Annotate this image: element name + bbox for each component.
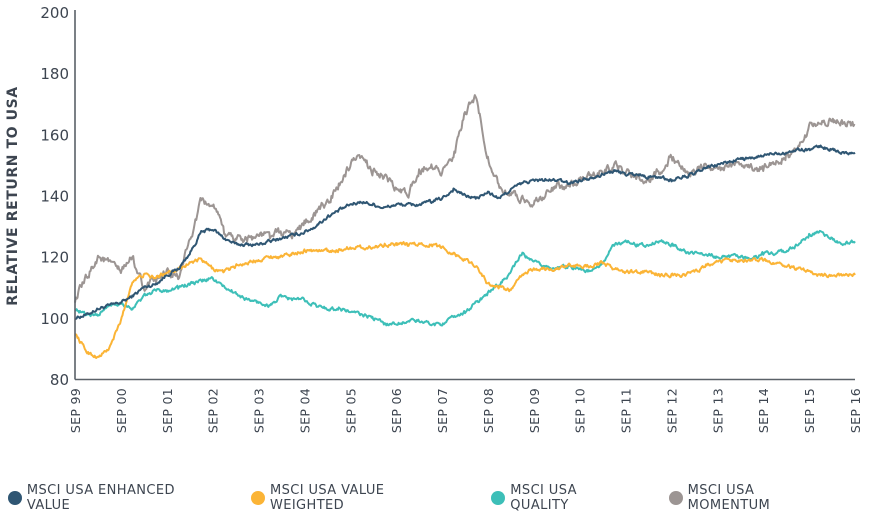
plot-lines	[74, 94, 856, 359]
legend-swatch-icon	[251, 491, 265, 505]
x-tick-label: SEP 15	[802, 388, 817, 433]
y-tick-label: 80	[50, 371, 69, 389]
legend-label: MSCI USA ENHANCED VALUE	[26, 483, 175, 513]
y-tick-labels: 80 100 120 140 160 180 200	[40, 4, 69, 389]
x-tick-label: SEP 16	[848, 388, 863, 433]
legend-swatch-icon	[8, 491, 22, 505]
x-tick-label: SEP 05	[343, 388, 358, 433]
y-tick-label: 160	[40, 126, 69, 144]
legend: MSCI USA ENHANCED VALUE MSCI USA VALUE WE…	[8, 483, 870, 513]
x-tick-label: SEP 06	[389, 388, 404, 433]
series-line-msci-usa-value-weighted	[74, 241, 856, 359]
x-tick-label: SEP 14	[756, 388, 771, 433]
series-line-msci-usa-momentum	[74, 94, 856, 303]
x-tick-label: SEP 09	[527, 388, 542, 433]
legend-item: MSCI USA MOMENTUM	[668, 483, 840, 513]
legend-label: MSCI USA VALUE WEIGHTED	[269, 483, 385, 513]
x-tick-label: SEP 01	[160, 388, 175, 433]
y-tick-label: 100	[40, 310, 69, 328]
series-line-msci-usa-quality	[74, 229, 856, 327]
x-tick-label: SEP 11	[619, 388, 634, 433]
y-tick-label: 120	[40, 249, 69, 267]
x-tick-label: SEP 00	[114, 388, 129, 433]
legend-item: MSCI USA QUALITY	[491, 483, 638, 513]
legend-item: MSCI USA ENHANCED VALUE	[8, 483, 221, 513]
y-tick-label: 140	[40, 188, 69, 206]
x-tick-label: SEP 08	[481, 388, 496, 433]
x-tick-label: SEP 99	[68, 388, 83, 433]
legend-swatch-icon	[491, 491, 506, 505]
legend-item: MSCI USA VALUE WEIGHTED	[251, 483, 461, 513]
x-tick-label: SEP 13	[710, 388, 725, 433]
series-line-msci-usa-enhanced-value	[74, 144, 856, 321]
x-tick-label: SEP 03	[252, 388, 267, 433]
legend-swatch-icon	[668, 491, 683, 505]
x-tick-label: SEP 02	[206, 388, 221, 433]
y-axis-label: RELATIVE RETURN TO USA	[5, 86, 21, 306]
x-tick-label: SEP 04	[297, 388, 312, 433]
y-tick-label: 180	[40, 65, 69, 83]
x-tick-label: SEP 07	[435, 388, 450, 433]
y-tick-label: 200	[40, 4, 69, 22]
legend-label: MSCI USA MOMENTUM	[687, 483, 771, 513]
x-tick-labels: SEP 99 SEP 00 SEP 01 SEP 02 SEP 03 SEP 04 SEP …	[68, 388, 863, 433]
legend-label: MSCI USA QUALITY	[510, 483, 577, 513]
x-tick-label: SEP 10	[573, 388, 588, 433]
x-tick-label: SEP 12	[664, 388, 679, 433]
